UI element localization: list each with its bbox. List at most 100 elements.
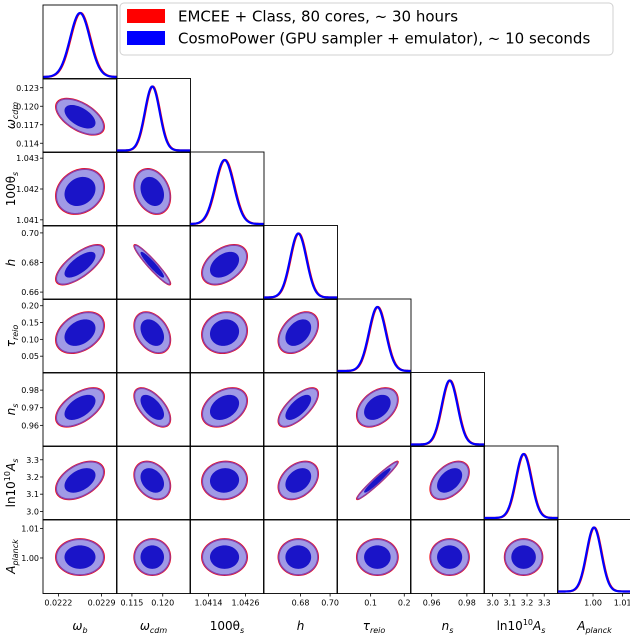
ytick-label: 0.05 bbox=[21, 352, 39, 361]
marginal-emcee-A_planck bbox=[557, 526, 630, 593]
xtick-label: 0.0222 bbox=[44, 599, 72, 608]
ytick-label: 0.68 bbox=[21, 259, 39, 268]
xlabel-100theta_s: 100θs bbox=[210, 619, 244, 635]
panel-ln10^10A_s-vs-tau_reio bbox=[336, 445, 412, 521]
panel-A_planck-vs-ln10^10A_s bbox=[483, 519, 559, 594]
marginal-cosmopower-ln10^10A_s bbox=[484, 452, 558, 520]
contour-68 bbox=[437, 468, 463, 493]
ytick-label: 1.00 bbox=[21, 554, 39, 563]
marginal-cosmopower-tau_reio bbox=[337, 305, 411, 373]
ytick-label: 0.70 bbox=[21, 229, 39, 238]
xtick-label: 1.01 bbox=[614, 599, 630, 608]
panel-n_s-vs-h bbox=[263, 372, 338, 447]
contour-68 bbox=[364, 468, 391, 493]
legend-label-cosmopower: CosmoPower (GPU sampler + emulator), ~ 1… bbox=[178, 30, 590, 48]
xlabel-omega_b: ωb bbox=[72, 619, 87, 635]
panel-frame bbox=[263, 372, 338, 447]
panel-frame bbox=[116, 519, 191, 594]
panel-frame bbox=[189, 372, 265, 447]
xtick-label: 0.2 bbox=[398, 599, 411, 608]
xtick-label: 0.70 bbox=[321, 599, 339, 608]
contour-68 bbox=[64, 104, 96, 129]
panel-100theta_s-vs-100theta_s bbox=[189, 151, 265, 227]
panel-ln10^10A_s-vs-omega_cdm bbox=[116, 445, 191, 521]
panel-ln10^10A_s-vs-h bbox=[263, 445, 338, 521]
panel-tau_reio-vs-tau_reio bbox=[336, 298, 412, 374]
panel-A_planck-vs-omega_b bbox=[42, 519, 118, 594]
ytick-label: 0.98 bbox=[21, 386, 39, 395]
contour-68 bbox=[64, 251, 96, 278]
ytick-label: 0.120 bbox=[16, 102, 39, 111]
xtick-label: 0.1 bbox=[364, 599, 377, 608]
xtick-label: 0.96 bbox=[423, 599, 441, 608]
xtick-label: 1.00 bbox=[584, 599, 602, 608]
ylabel-h: h bbox=[4, 259, 18, 267]
contour-68 bbox=[64, 319, 96, 346]
contour-68 bbox=[285, 394, 312, 420]
contour-68 bbox=[511, 545, 536, 569]
xlabel-h: h bbox=[297, 619, 305, 633]
legend: EMCEE + Class, 80 cores, ~ 30 hours Cosmo… bbox=[119, 2, 614, 56]
ylabel-A_planck: Aplanck bbox=[4, 539, 20, 575]
panel-A_planck-vs-h bbox=[263, 519, 338, 594]
ylabel-100theta_s: 100θs bbox=[4, 172, 20, 206]
panel-A_planck-vs-A_planck bbox=[557, 519, 630, 594]
ytick-label: 0.10 bbox=[21, 335, 39, 344]
ylabel-omega_cdm: ωcdm bbox=[4, 102, 20, 130]
contour-68 bbox=[140, 545, 165, 569]
contour-68 bbox=[364, 394, 391, 420]
marginal-cosmopower-A_planck bbox=[557, 526, 630, 593]
contour-68 bbox=[64, 545, 96, 569]
panel-ln10^10A_s-vs-n_s bbox=[410, 445, 485, 521]
xtick-label: 3.1 bbox=[503, 599, 516, 608]
xtick-label: 1.0426 bbox=[232, 599, 260, 608]
panel-frame bbox=[42, 445, 118, 521]
marginal-emcee-100theta_s bbox=[190, 158, 264, 226]
panel-ln10^10A_s-vs-100theta_s bbox=[189, 445, 265, 521]
contour-68 bbox=[140, 251, 165, 278]
panel-A_planck-vs-omega_cdm bbox=[116, 519, 191, 594]
xtick-label: 0.115 bbox=[120, 599, 143, 608]
panel-frame bbox=[483, 519, 559, 594]
panel-n_s-vs-omega_b bbox=[42, 372, 118, 447]
contour-68 bbox=[285, 545, 312, 569]
ytick-label: 3.1 bbox=[26, 490, 39, 499]
panel-frame bbox=[189, 519, 265, 594]
ytick-label: 0.96 bbox=[21, 421, 39, 430]
panel-frame bbox=[42, 4, 118, 80]
ytick-label: 0.114 bbox=[16, 139, 39, 148]
contour-68 bbox=[64, 468, 96, 493]
ytick-label: 3.3 bbox=[26, 456, 39, 465]
panel-frame bbox=[116, 372, 191, 447]
panel-A_planck-vs-100theta_s bbox=[189, 519, 265, 594]
ytick-label: 3.2 bbox=[26, 473, 39, 482]
panel-omega_b-vs-omega_b bbox=[42, 4, 118, 80]
ytick-label: 0.97 bbox=[21, 404, 39, 413]
legend-swatch-cosmopower bbox=[127, 31, 165, 45]
contour-68 bbox=[209, 468, 240, 493]
panel-omega_cdm-vs-omega_b bbox=[42, 78, 118, 153]
panel-frame bbox=[42, 519, 118, 594]
ytick-label: 0.123 bbox=[16, 84, 39, 93]
panel-frame bbox=[410, 519, 485, 594]
panel-frame bbox=[116, 78, 191, 153]
xtick-label: 3.2 bbox=[521, 599, 534, 608]
contour-68 bbox=[209, 545, 240, 569]
contour-68 bbox=[364, 545, 391, 569]
marginal-cosmopower-omega_b bbox=[43, 11, 117, 79]
panel-h-vs-omega_cdm bbox=[116, 225, 191, 300]
legend-label-emcee: EMCEE + Class, 80 cores, ~ 30 hours bbox=[178, 8, 458, 26]
marginal-emcee-n_s bbox=[410, 379, 485, 446]
marginal-cosmopower-h bbox=[263, 232, 338, 299]
contour-68 bbox=[140, 394, 165, 420]
panel-ln10^10A_s-vs-ln10^10A_s bbox=[483, 445, 559, 521]
xlabel-A_planck: Aplanck bbox=[576, 619, 612, 635]
panel-omega_cdm-vs-omega_cdm bbox=[116, 78, 191, 153]
marginal-emcee-tau_reio bbox=[337, 305, 411, 373]
panel-h-vs-100theta_s bbox=[189, 225, 265, 300]
contour-68 bbox=[140, 176, 165, 207]
legend-swatch-emcee bbox=[127, 9, 165, 23]
ytick-label: 0.117 bbox=[16, 121, 39, 130]
panel-frame bbox=[263, 298, 338, 374]
